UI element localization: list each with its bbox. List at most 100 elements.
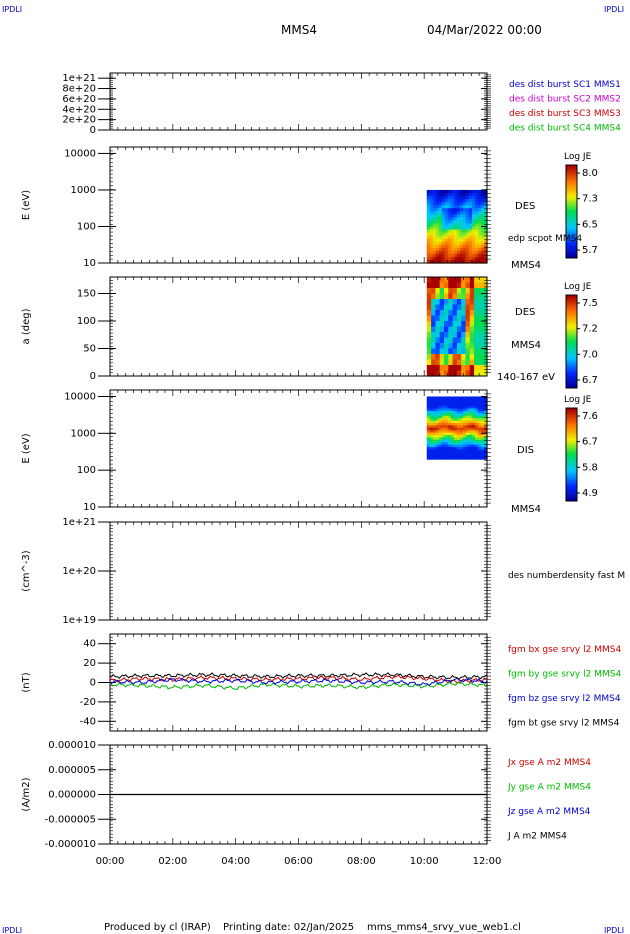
p3-pitch-angle-cell bbox=[452, 370, 458, 377]
p3-pitch-angle-cell bbox=[435, 277, 441, 284]
p4-spectrogram-cell bbox=[444, 430, 449, 434]
p3-pitch-angle-cell bbox=[465, 337, 471, 344]
p2-spectrogram-cell bbox=[459, 226, 464, 231]
p2-ytick-label: 10000 bbox=[64, 148, 96, 159]
p4-spectrogram-cell bbox=[462, 451, 467, 455]
p2-colorbar-cell bbox=[566, 176, 577, 180]
p4-spectrogram-cell bbox=[441, 442, 446, 446]
p2-colorbar-cell bbox=[566, 199, 577, 203]
p4-spectrogram-cell bbox=[456, 439, 461, 443]
p4-spectrogram-cell bbox=[447, 451, 452, 455]
p3-pitch-angle-cell bbox=[456, 304, 462, 311]
p4-spectrogram-cell bbox=[483, 449, 488, 453]
p2-spectrogram-cell bbox=[453, 196, 458, 200]
p2-spectrogram-cell bbox=[480, 223, 485, 228]
p4-spectrogram-cell bbox=[429, 451, 434, 455]
p3-pitch-angle-cell bbox=[461, 282, 467, 289]
p4-spectrogram-cell bbox=[426, 418, 431, 422]
p4-spectrogram-cell bbox=[456, 413, 461, 417]
p4-spectrogram-cell bbox=[474, 439, 479, 443]
p4-spectrogram-cell bbox=[441, 447, 446, 451]
p2-spectrogram-cell bbox=[432, 223, 437, 228]
p2-spectrogram-cell bbox=[468, 241, 473, 246]
p2-spectrogram-cell bbox=[459, 247, 464, 252]
p4-spectrogram-cell bbox=[453, 444, 458, 448]
p4-spectrogram-cell bbox=[471, 415, 476, 419]
p4-spectrogram-cell bbox=[444, 435, 449, 439]
p2-spectrogram-cell bbox=[429, 192, 434, 197]
p1-legend-entry: des dist burst SC4 MMS4 bbox=[509, 124, 621, 134]
p2-spectrogram-cell bbox=[444, 192, 449, 197]
p3-pitch-angle-cell bbox=[443, 315, 449, 322]
p4-colorbar-cell bbox=[566, 468, 577, 472]
p2-spectrogram-cell bbox=[480, 189, 485, 194]
p3-colorbar-cell bbox=[566, 336, 577, 340]
p2-spectrogram-cell bbox=[480, 220, 485, 225]
p2-spectrogram-cell bbox=[444, 247, 449, 252]
p3-pitch-angle-cell bbox=[478, 299, 484, 306]
p3-pitch-angle-cell bbox=[431, 354, 436, 361]
p4-spectrogram-cell bbox=[432, 398, 437, 402]
p4-spectrogram-cell bbox=[459, 442, 464, 446]
p4-spectrogram-cell bbox=[471, 427, 476, 431]
p3-pitch-angle-cell bbox=[426, 370, 432, 377]
p4-spectrogram-cell bbox=[438, 415, 443, 419]
p2-spectrogram-cell bbox=[459, 196, 464, 200]
p2-spectrogram-cell bbox=[438, 232, 443, 237]
p2-spectrogram-cell bbox=[429, 220, 434, 225]
p2-colorbar-cell bbox=[566, 218, 577, 222]
x-axis-tick-label: 04:00 bbox=[221, 856, 250, 867]
p3-pitch-angle-cell bbox=[443, 365, 449, 372]
p2-spectrogram-cell bbox=[471, 211, 476, 215]
p4-spectrogram-cell bbox=[453, 449, 458, 453]
p2-spectrogram-cell bbox=[459, 229, 464, 234]
p4-spectrogram-cell bbox=[438, 427, 443, 431]
p2-spectrogram-cell bbox=[465, 214, 470, 218]
p3-pitch-angle-cell bbox=[452, 321, 458, 328]
p4-spectrogram-cell bbox=[468, 451, 473, 455]
p3-pitch-angle-cell bbox=[474, 343, 479, 350]
p2-spectrogram-cell bbox=[471, 247, 476, 252]
p4-spectrogram-cell bbox=[435, 427, 440, 431]
p2-spectrogram-cell bbox=[450, 217, 455, 221]
p2-spectrogram-cell bbox=[453, 199, 458, 203]
p3-colorbar-title: Log JE bbox=[564, 282, 592, 292]
p2-spectrogram-cell bbox=[426, 205, 431, 209]
p2-spectrogram-cell bbox=[438, 229, 443, 234]
p3-pitch-angle-cell bbox=[461, 304, 467, 311]
p4-spectrogram-cell bbox=[468, 415, 473, 419]
p4-spectrogram-cell bbox=[459, 427, 464, 431]
p2-spectrogram-cell bbox=[438, 241, 443, 246]
p4-spectrogram-cell bbox=[459, 422, 464, 426]
p2-spectrogram-cell bbox=[429, 205, 434, 209]
p3-colorbar-tick-label: 7.0 bbox=[582, 349, 598, 360]
p4-spectrogram-cell bbox=[447, 398, 452, 402]
p2-spectrogram-cell bbox=[438, 223, 443, 228]
p4-spectrogram-cell bbox=[477, 439, 482, 443]
p2-spectrogram-cell bbox=[483, 247, 488, 252]
p4-spectrogram-cell bbox=[450, 439, 455, 443]
p2-spectrogram-cell bbox=[429, 229, 434, 234]
p2-colorbar-cell bbox=[566, 197, 577, 201]
p4-spectrogram-cell bbox=[480, 439, 485, 443]
p4-spectrogram-cell bbox=[474, 430, 479, 434]
p4-spectrogram-cell bbox=[444, 437, 449, 441]
p2-spectrogram-cell bbox=[465, 253, 470, 258]
p2-spectrogram-cell bbox=[471, 232, 476, 237]
p3-pitch-angle-cell bbox=[478, 288, 484, 295]
p3-colorbar-cell bbox=[566, 364, 577, 368]
p3-colorbar-cell bbox=[566, 306, 577, 310]
p4-colorbar-cell bbox=[566, 463, 577, 467]
p3-colorbar-cell bbox=[566, 367, 577, 370]
p2-spectrogram-cell bbox=[456, 192, 461, 197]
p3-pitch-angle-cell bbox=[469, 326, 475, 333]
p4-spectrogram-cell bbox=[465, 406, 470, 410]
p3-pitch-angle-cell bbox=[443, 293, 449, 300]
p3-colorbar-cell bbox=[566, 332, 577, 336]
p3-colorbar-cell bbox=[566, 329, 577, 333]
p3-pitch-angle-cell bbox=[448, 348, 454, 355]
p2-spectrogram-cell bbox=[450, 241, 455, 246]
p4-spectrogram-cell bbox=[429, 396, 434, 400]
p4-spectrogram-cell bbox=[444, 447, 449, 451]
p2-spectrogram-cell bbox=[438, 250, 443, 255]
